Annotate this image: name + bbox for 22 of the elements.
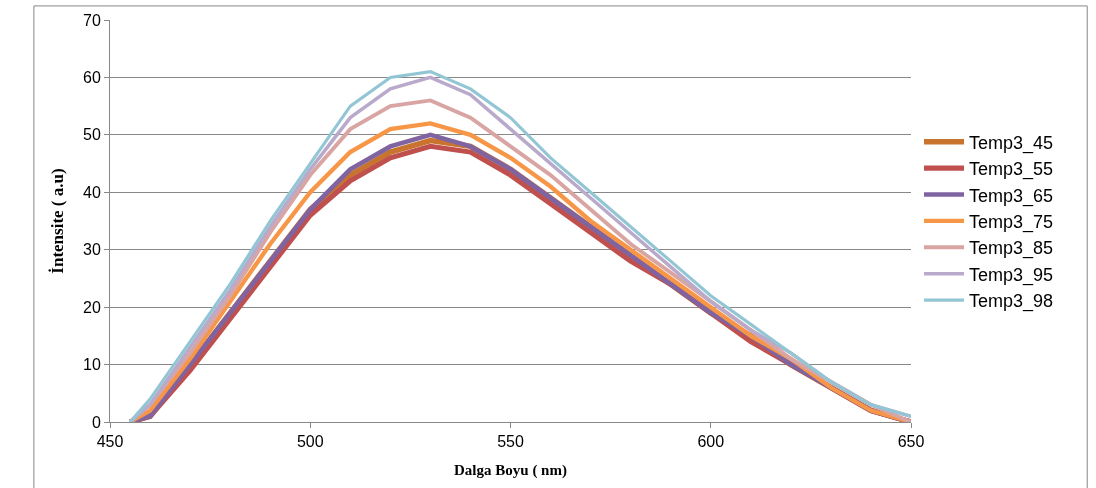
legend-label: Temp3_65 bbox=[969, 185, 1054, 207]
legend-label: Temp3_85 bbox=[969, 238, 1054, 260]
y-tick-label: 10 bbox=[83, 356, 101, 374]
y-tick-label: 60 bbox=[83, 69, 101, 87]
y-tick-label: 0 bbox=[91, 413, 101, 431]
y-tick-label: 50 bbox=[83, 126, 101, 144]
y-tick-label: 30 bbox=[83, 241, 101, 259]
y-axis-title: İntensite ( a.u) bbox=[47, 168, 67, 274]
legend-label: Temp3_95 bbox=[969, 264, 1054, 286]
legend-label: Temp3_55 bbox=[969, 159, 1054, 181]
y-tick-label: 20 bbox=[83, 298, 101, 316]
x-axis-title: Dalga Boyu ( nm) bbox=[454, 462, 567, 480]
legend-label: Temp3_98 bbox=[969, 291, 1054, 313]
x-tick-label: 650 bbox=[897, 433, 925, 451]
x-tick-label: 550 bbox=[497, 433, 524, 451]
x-tick-label: 600 bbox=[697, 433, 725, 451]
legend-label: Temp3_75 bbox=[969, 211, 1054, 233]
y-tick-label: 40 bbox=[83, 183, 101, 201]
legend-label: Temp3_45 bbox=[969, 132, 1054, 154]
x-tick-label: 450 bbox=[96, 433, 124, 451]
y-tick-label: 70 bbox=[83, 11, 101, 29]
x-tick-label: 500 bbox=[296, 433, 324, 451]
